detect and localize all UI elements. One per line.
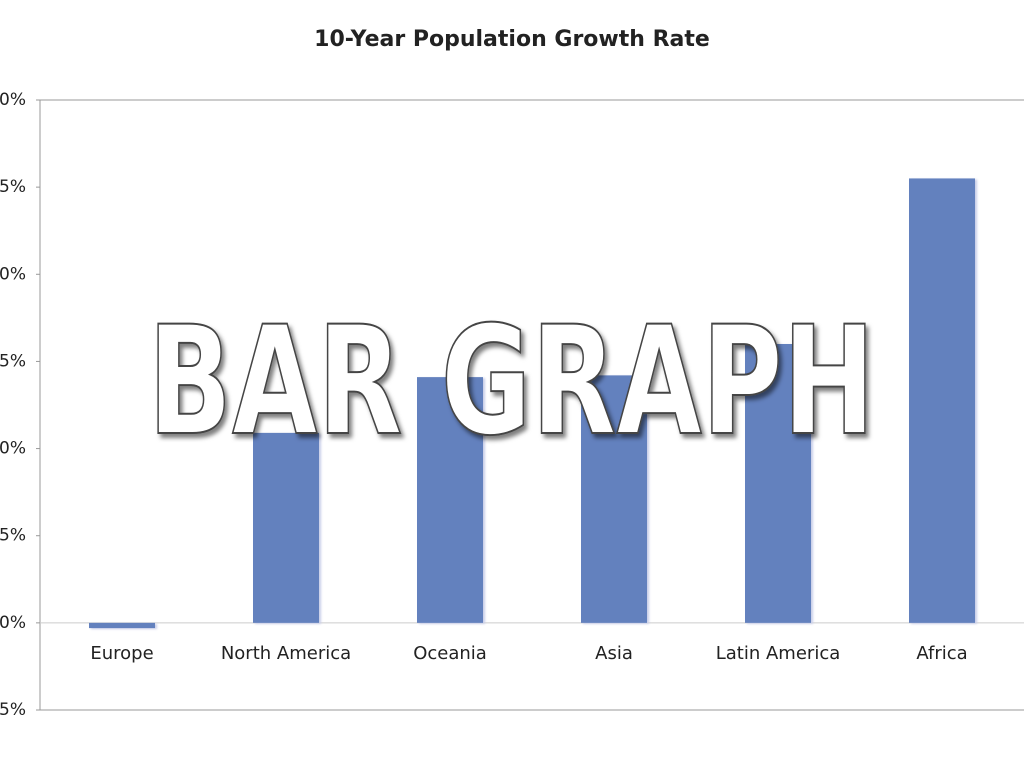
- y-tick-label: 30%: [0, 90, 26, 110]
- y-tick-label: 15%: [0, 351, 26, 371]
- y-tick-label: 25%: [0, 177, 26, 197]
- x-tick-label: Africa: [916, 643, 967, 664]
- marks: -5% 0% 5% 10% 15% 20% 25% 30% Europe North Americ…: [0, 90, 1024, 720]
- plot-area: [39, 99, 1024, 711]
- x-tick-label: Oceania: [413, 643, 487, 664]
- y-tick-label: -5%: [0, 700, 26, 720]
- bar: [417, 377, 483, 623]
- y-tick-label: 10%: [0, 439, 26, 459]
- chart-title: 10-Year Population Growth Rate: [314, 27, 710, 52]
- x-tick-label: Asia: [595, 643, 633, 664]
- bar: [253, 432, 319, 623]
- bar: [745, 344, 811, 623]
- x-tick-label: North America: [221, 643, 351, 664]
- overlay-text: BAR GRAPH: [148, 295, 875, 469]
- x-tick-label: Latin America: [716, 643, 841, 664]
- x-tick-label: Europe: [90, 643, 153, 664]
- bar: [89, 622, 155, 629]
- y-tick-label: 0%: [0, 613, 26, 633]
- y-tick-label: 5%: [0, 526, 26, 546]
- bar: [581, 375, 647, 623]
- bar: [909, 178, 975, 623]
- y-tick-label: 20%: [0, 264, 26, 284]
